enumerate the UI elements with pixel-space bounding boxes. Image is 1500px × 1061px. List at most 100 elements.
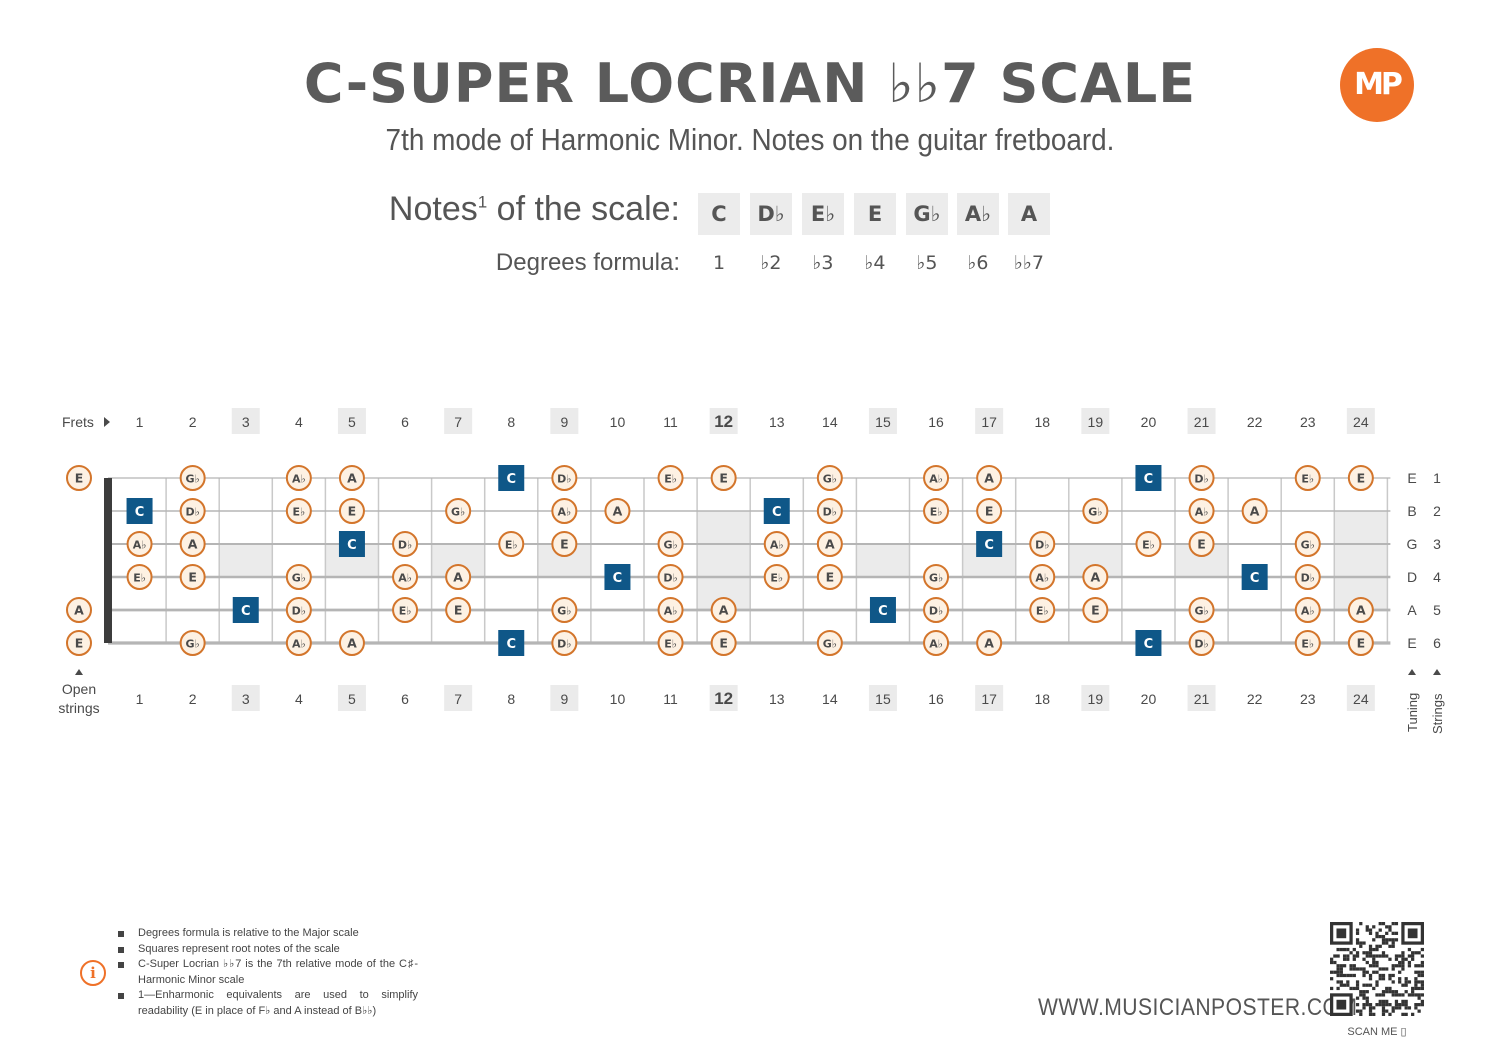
qr-module — [1385, 941, 1389, 945]
qr-module — [1385, 967, 1389, 971]
qr-module — [1414, 951, 1418, 955]
qr-module — [1336, 986, 1340, 991]
qr-module — [1375, 993, 1379, 997]
tuning-note: G — [1407, 536, 1418, 552]
qr-module — [1391, 973, 1395, 978]
qr-module — [1365, 960, 1369, 965]
qr-module — [1359, 1012, 1363, 1016]
qr-module — [1342, 964, 1347, 968]
qr-module — [1394, 938, 1399, 942]
fret-number-bottom: 15 — [875, 691, 891, 707]
qr-module — [1381, 922, 1386, 926]
fret-number-highlight — [444, 685, 473, 711]
string-number: 5 — [1433, 602, 1441, 618]
notes-label: Notes1 of the scale: — [389, 190, 680, 229]
footnote-item: Squares represent root notes of the scal… — [118, 942, 418, 958]
fret-note — [1188, 531, 1215, 557]
fret-note-label: A♭ — [770, 539, 784, 552]
fret-note-label: G♭ — [1088, 506, 1102, 519]
qr-module — [1388, 925, 1392, 929]
qr-module — [1420, 964, 1424, 968]
qr-module — [1359, 967, 1363, 971]
fret-note-label: D♭ — [557, 473, 571, 486]
fret-note — [976, 630, 1003, 656]
qr-module — [1378, 999, 1382, 1004]
tuning-note: E — [1407, 470, 1416, 486]
fret-note-label: E — [454, 603, 463, 618]
fret-note — [923, 498, 950, 524]
fret-note — [392, 564, 419, 590]
qr-module — [1385, 1003, 1389, 1007]
qr-module — [1417, 986, 1421, 991]
fret-note-label: E♭ — [664, 473, 677, 486]
fret-note-root — [1135, 630, 1162, 656]
fret-note-label: A — [1356, 603, 1366, 618]
qr-module — [1398, 970, 1402, 974]
website-url[interactable]: WWW.MUSICIANPOSTER.COM — [1038, 994, 1358, 1021]
info-icon: i — [80, 960, 106, 986]
qr-module — [1368, 928, 1373, 932]
qr-module — [1394, 957, 1399, 961]
qr-module — [1414, 977, 1418, 981]
page-subtitle: 7th mode of Harmonic Minor. Notes on the… — [385, 122, 1115, 157]
fret-note-label: C — [135, 505, 145, 520]
fret-note-label: C — [241, 604, 251, 619]
qr-module — [1381, 951, 1386, 955]
fret-note-label: E — [560, 537, 569, 552]
qr-module — [1394, 1003, 1399, 1007]
qr-module — [1414, 983, 1418, 987]
fret-marker-inlay — [219, 544, 273, 577]
qr-module — [1365, 996, 1369, 1000]
qr-module — [1368, 1012, 1373, 1016]
fret-number-top: 24 — [1353, 414, 1369, 430]
fret-number-bottom: 12 — [714, 689, 733, 708]
fret-note-label: A♭ — [1035, 572, 1049, 585]
qr-module — [1394, 993, 1399, 997]
qr-module — [1346, 947, 1350, 952]
qr-module — [1362, 1006, 1366, 1010]
fret-number-top: 2 — [189, 414, 197, 430]
fret-note — [976, 498, 1003, 524]
fret-note — [551, 531, 578, 557]
fret-note — [1135, 531, 1162, 557]
qr-module — [1355, 967, 1360, 971]
fret-marker-inlay — [856, 544, 910, 577]
fret-note-label: C — [506, 637, 516, 652]
tuning-label: Tuning — [1405, 693, 1420, 732]
qr-module — [1349, 973, 1353, 978]
qr-module — [1365, 983, 1369, 987]
fret-note — [338, 630, 365, 656]
fret-note — [657, 531, 684, 557]
qr-module — [1411, 957, 1415, 961]
open-string-note-label: E — [75, 471, 84, 486]
fret-number-top: 16 — [928, 414, 944, 430]
fret-note-root — [1241, 564, 1268, 590]
fret-note-root — [604, 564, 631, 590]
qr-module — [1407, 993, 1412, 997]
qr-module — [1404, 999, 1408, 1004]
open-string-note-label: A — [74, 603, 84, 618]
qr-module — [1346, 980, 1350, 984]
qr-module — [1401, 1003, 1405, 1007]
fret-note — [763, 564, 790, 590]
qr-module — [1333, 960, 1337, 965]
qr-module — [1372, 960, 1376, 965]
fret-note-label: D♭ — [1194, 473, 1208, 486]
fret-note-label: E♭ — [292, 506, 305, 519]
open-string-note — [66, 630, 92, 656]
fret-note — [1188, 597, 1215, 623]
fret-note — [1294, 597, 1321, 623]
string-number: 2 — [1433, 503, 1441, 519]
qr-module — [1381, 938, 1386, 942]
fret-note-label: D♭ — [663, 572, 677, 585]
fret-note-label: D♭ — [1194, 638, 1208, 651]
fret-note-label: A♭ — [664, 605, 678, 618]
qr-module — [1411, 990, 1415, 994]
qr-module — [1378, 967, 1382, 971]
qr-module — [1398, 977, 1402, 981]
qr-module — [1342, 973, 1347, 978]
fret-note — [1347, 465, 1374, 491]
qr-module — [1385, 938, 1389, 942]
qr-module — [1404, 1003, 1408, 1007]
scale-degree: ♭♭7 — [1013, 252, 1044, 274]
